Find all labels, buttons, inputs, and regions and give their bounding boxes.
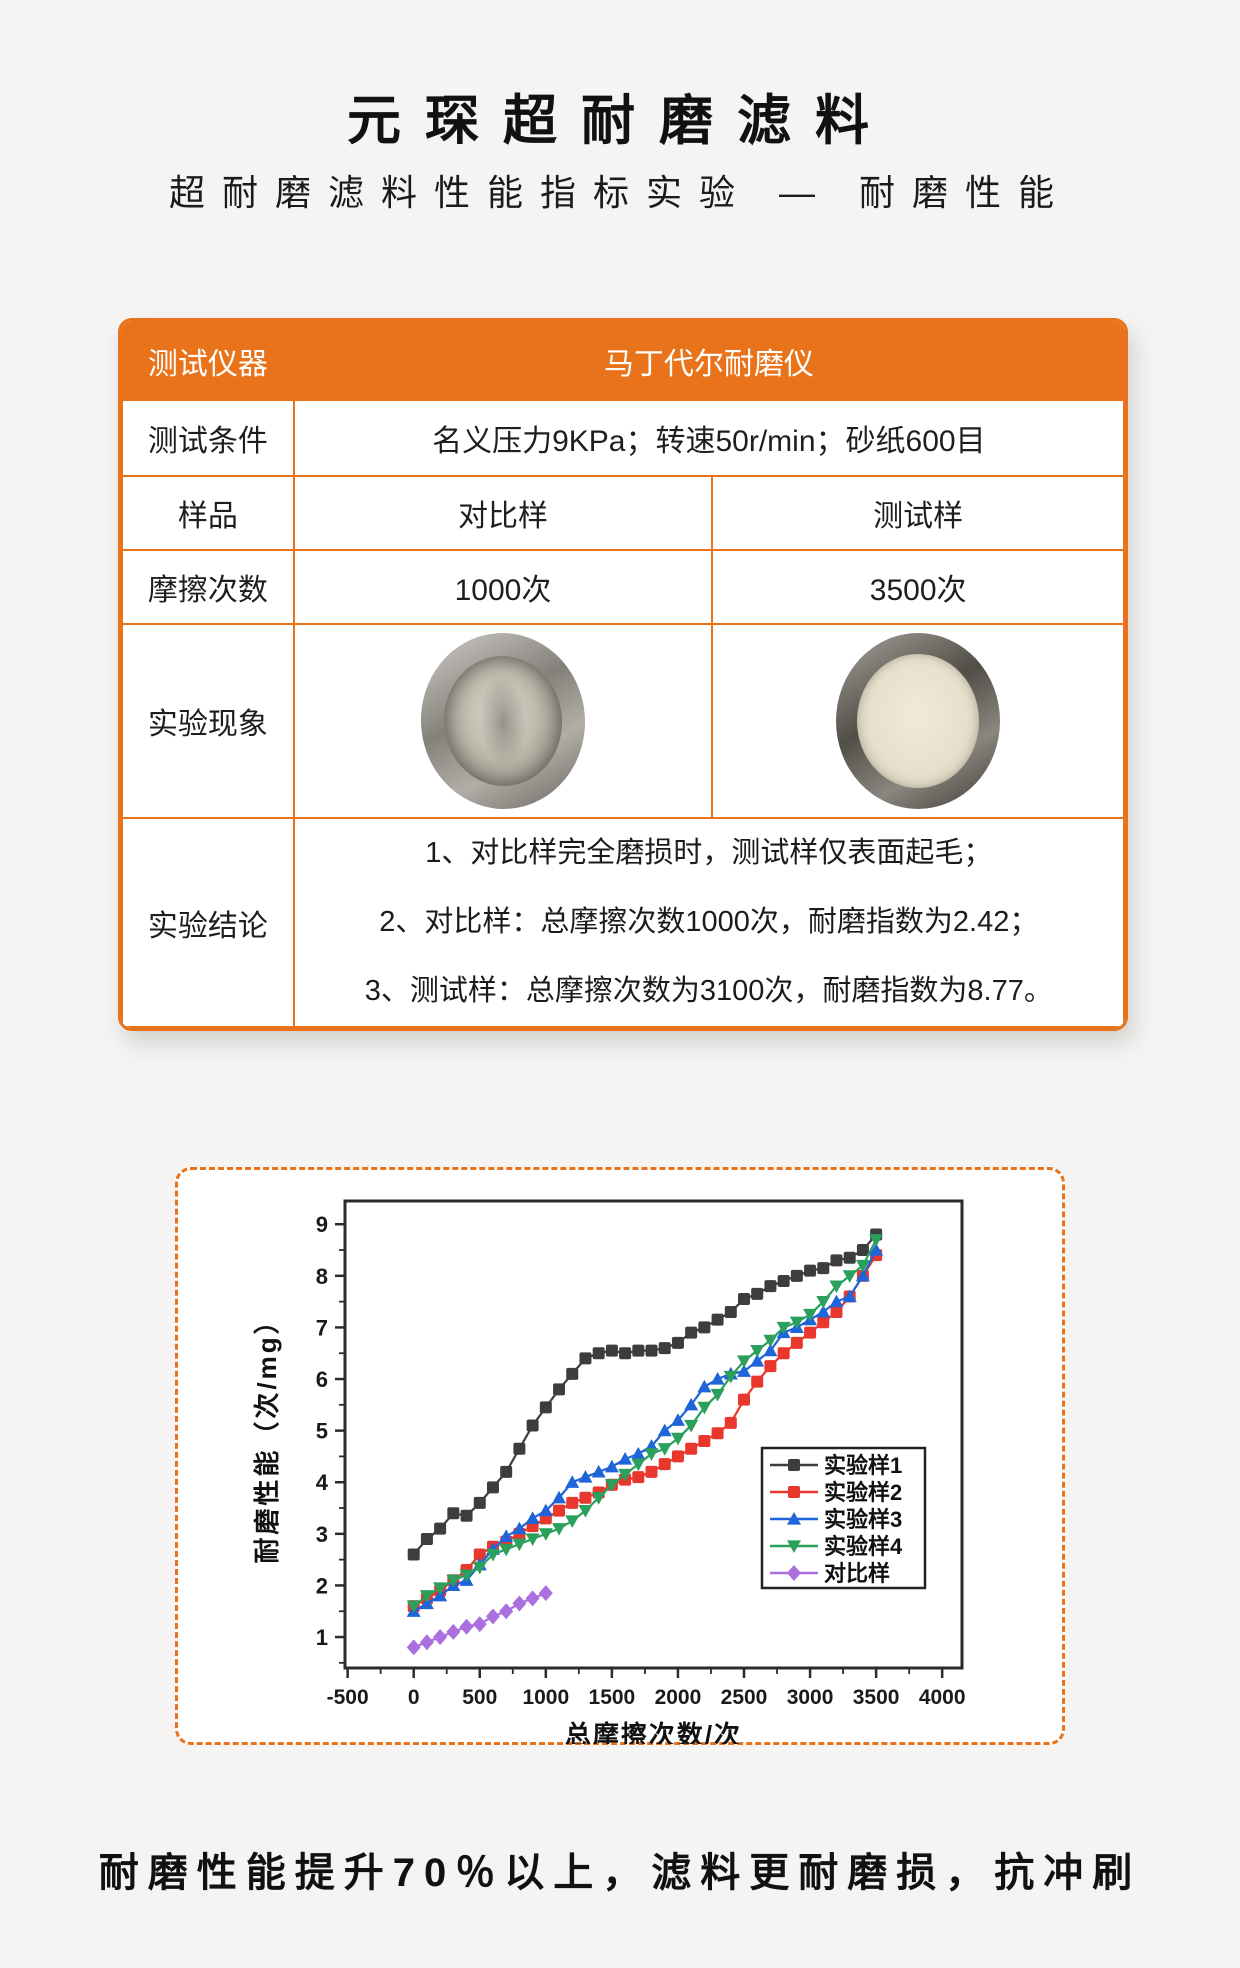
cell-conclusion-label: 实验结论 [121, 817, 295, 1028]
row-phenomenon: 实验现象 [121, 623, 1125, 819]
cell-sample-compare: 对比样 [292, 475, 714, 551]
conclusion-line: 1、对比样完全磨损时，测试样仅表面起毛； [425, 837, 993, 869]
cell-condition-label: 测试条件 [121, 399, 295, 477]
chart-series-5 [406, 1585, 553, 1656]
spec-table: 测试仪器 马丁代尔耐磨仪 测试条件 名义压力9KPa；转速50r/min；砂纸6… [118, 318, 1128, 1031]
cell-sample-test: 测试样 [711, 475, 1125, 551]
legend-label: 对比样 [824, 1561, 890, 1586]
chart-svg: -500 0 500 1000 1500 2000 2500 3000 3500 4000 1 2 3 4… [252, 1199, 966, 1750]
svg-text:3500: 3500 [853, 1686, 900, 1709]
y-axis-label: 耐磨性能（次/mg） [252, 1305, 282, 1563]
svg-text:2500: 2500 [721, 1686, 768, 1709]
intact-test-sample-image [836, 633, 1001, 809]
row-sample: 样品 对比样 测试样 [121, 475, 1125, 551]
chart-panel: -500 0 500 1000 1500 2000 2500 3000 3500 4000 1 2 3 4… [175, 1167, 1065, 1750]
svg-text:0: 0 [408, 1686, 420, 1709]
cell-conclusion-value: 1、对比样完全磨损时，测试样仅表面起毛； 2、对比样：总摩擦次数1000次，耐磨… [292, 817, 1125, 1028]
row-conclusion: 实验结论 1、对比样完全磨损时，测试样仅表面起毛； 2、对比样：总摩擦次数100… [121, 817, 1125, 1028]
svg-text:9: 9 [316, 1212, 328, 1237]
row-friction-count: 摩擦次数 1000次 3500次 [121, 549, 1125, 625]
cell-sample-label: 样品 [121, 475, 295, 551]
svg-text:8: 8 [316, 1264, 328, 1289]
svg-text:1500: 1500 [589, 1686, 636, 1709]
svg-text:3000: 3000 [787, 1686, 834, 1709]
legend-label: 实验样4 [824, 1534, 903, 1559]
svg-text:6: 6 [316, 1367, 328, 1392]
page-title: 元琛超耐磨滤料 [347, 91, 893, 151]
cell-instrument-label: 测试仪器 [121, 321, 295, 401]
svg-text:3: 3 [316, 1522, 328, 1547]
x-axis-label: 总摩擦次数/次 [565, 1720, 742, 1744]
svg-text:500: 500 [462, 1686, 497, 1709]
page-subtitle: 超耐磨滤料性能指标实验 — 耐磨性能 [168, 172, 1071, 213]
svg-text:4000: 4000 [919, 1686, 966, 1709]
cell-friction-compare: 1000次 [292, 549, 714, 625]
cell-photo-compare [292, 623, 714, 819]
chart-series-4 [406, 1234, 884, 1614]
cell-phenomenon-label: 实验现象 [121, 623, 295, 819]
svg-text:2000: 2000 [655, 1686, 702, 1709]
svg-text:-500: -500 [327, 1686, 369, 1709]
svg-text:7: 7 [316, 1315, 328, 1340]
cell-friction-label: 摩擦次数 [121, 549, 295, 625]
conclusion-line: 2、对比样：总摩擦次数1000次，耐磨指数为2.42； [379, 906, 1039, 938]
bottom-slogan: 耐磨性能提升70％以上，滤料更耐磨损，抗冲刷 [98, 1851, 1142, 1895]
cell-condition-value: 名义压力9KPa；转速50r/min；砂纸600目 [292, 399, 1125, 477]
worn-compare-sample-image [415, 627, 591, 815]
cell-friction-test: 3500次 [711, 549, 1125, 625]
svg-text:1000: 1000 [522, 1686, 569, 1709]
legend-label: 实验样2 [824, 1480, 902, 1505]
legend-label: 实验样1 [824, 1453, 902, 1478]
cell-photo-test [711, 623, 1125, 819]
svg-text:4: 4 [316, 1470, 329, 1495]
cell-instrument-value: 马丁代尔耐磨仪 [292, 321, 1125, 401]
conclusion-line: 3、测试样：总摩擦次数为3100次，耐磨指数为8.77。 [364, 975, 1053, 1007]
legend-label: 实验样3 [824, 1507, 902, 1532]
row-instrument: 测试仪器 马丁代尔耐磨仪 [121, 321, 1125, 401]
svg-text:1: 1 [316, 1625, 328, 1650]
wear-performance-chart: -500 0 500 1000 1500 2000 2500 3000 3500 4000 1 2 3 4… [250, 1178, 994, 1750]
row-condition: 测试条件 名义压力9KPa；转速50r/min；砂纸600目 [121, 399, 1125, 477]
svg-text:2: 2 [316, 1573, 328, 1598]
svg-text:5: 5 [316, 1419, 328, 1444]
